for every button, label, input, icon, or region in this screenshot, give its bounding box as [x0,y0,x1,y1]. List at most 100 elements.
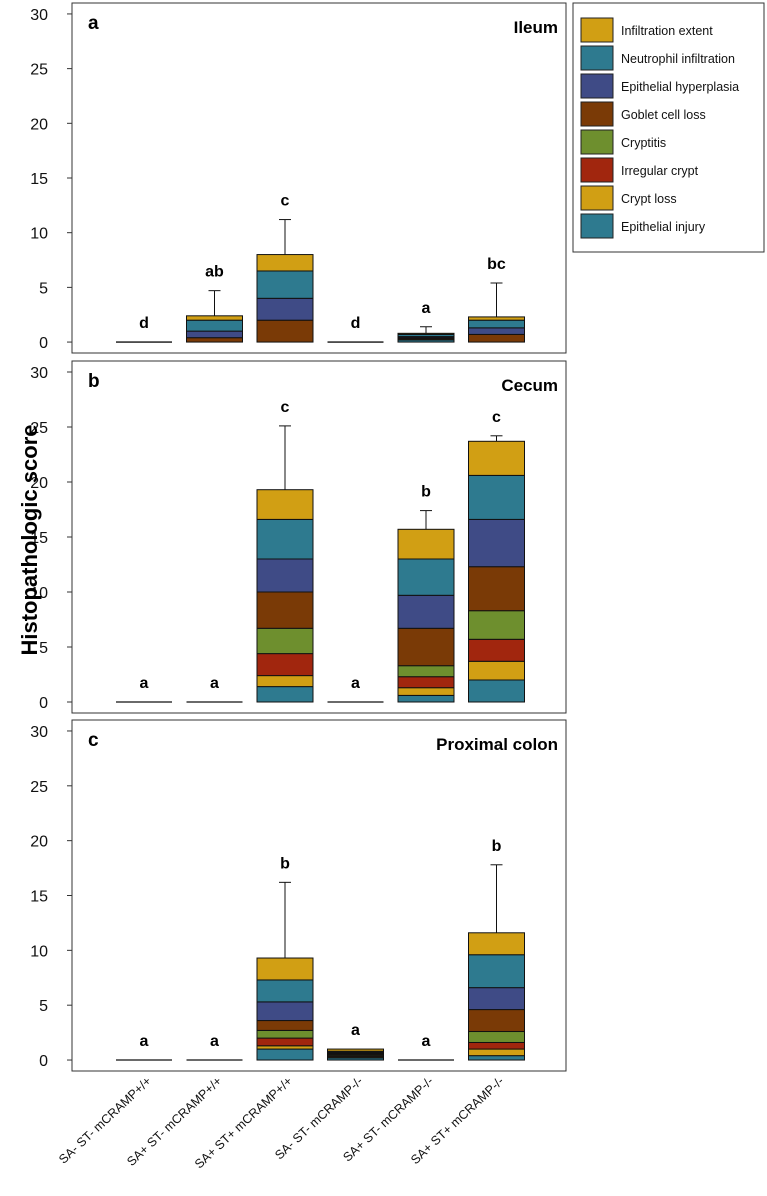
bar-segment-goblet-cell-loss [256,319,314,343]
significance-letter: a [351,1022,360,1039]
bar-segment-infiltration-extent [468,440,525,476]
bar-segment-infiltration-extent [468,316,525,321]
bar-segment-epithelial-hyperplasia [468,987,525,1011]
panel-title: Cecum [501,376,558,395]
bar-segment-crypt-loss [468,1048,525,1057]
bar-6: bc [468,256,525,343]
bar-segment-cryptitis [468,610,525,640]
bar-segment-infiltration-extent [468,932,525,956]
bar-segment-cryptitis [256,1029,314,1039]
bar-1: d [116,315,172,343]
bar-segment-infiltration-extent [256,957,314,981]
bar-segment-epithelial-injury [397,694,455,703]
y-tick-label: 0 [39,695,48,712]
legend-label: Goblet cell loss [621,108,706,122]
legend-swatch [580,213,614,239]
bar-segment-neutrophil-infiltration [256,979,314,1003]
significance-letter: c [281,399,290,416]
legend-label: Crypt loss [621,192,677,206]
bar-segment-goblet-cell-loss [397,627,455,667]
bar-3: c [256,193,314,343]
bar-segment-epithelial-hyperplasia [186,330,243,339]
y-tick-label: 10 [30,226,48,243]
legend-label: Epithelial injury [621,220,706,234]
significance-letter: a [422,1033,431,1050]
legend-swatch [580,129,614,155]
y-tick-label: 0 [39,1053,48,1070]
legend-swatch [580,101,614,127]
bar-5: b [397,484,455,703]
bar-segment-cryptitis [397,665,455,678]
y-tick-label: 30 [30,7,48,24]
y-tick-label: 20 [30,475,48,492]
bar-segment-irregular-crypt [256,653,314,677]
y-tick-label: 10 [30,943,48,960]
bar-4: a [327,675,384,703]
y-tick-label: 10 [30,585,48,602]
panel-title: Proximal colon [436,735,558,754]
bar-segment-neutrophil-infiltration [468,474,525,520]
bar-segment-epithelial-hyperplasia [256,297,314,321]
bar-segment-epithelial-hyperplasia [468,518,525,568]
y-tick-label: 5 [39,280,48,297]
bar-segment-infiltration-extent [186,315,243,321]
bar-segment-goblet-cell-loss [468,1009,525,1033]
bar-segment-neutrophil-infiltration [468,954,525,989]
bar-3: b [256,855,314,1061]
bar-segment-epithelial-injury [256,1048,314,1061]
panel-frame [71,2,567,354]
significance-letter: b [421,484,431,501]
y-tick-label: 25 [30,62,48,79]
bar-segment-epithelial-injury [468,1055,525,1061]
bar-segment-irregular-crypt [397,676,455,689]
bar-segment-infiltration-extent [256,254,314,272]
bar-segment-irregular-crypt [468,1041,525,1050]
bar-segment-epithelial-hyperplasia [256,558,314,593]
y-tick-label: 20 [30,834,48,851]
bar-6: b [468,838,525,1061]
bar-3: c [256,399,314,703]
bar-segment-goblet-cell-loss [256,1020,314,1031]
bar-6: c [468,409,525,703]
legend-swatch [580,45,614,71]
bar-2: a [186,1033,243,1061]
legend-label: Irregular crypt [621,164,699,178]
bar-2: a [186,675,243,703]
significance-letter: d [351,315,361,332]
legend-label: Infiltration extent [621,24,713,38]
y-tick-label: 15 [30,171,48,188]
bar-segment-goblet-cell-loss [186,337,243,343]
bar-segment-cryptitis [256,627,314,655]
panel-title: Ileum [514,18,558,37]
legend-swatch [580,73,614,99]
significance-letter: bc [487,256,506,273]
bar-segment-epithelial-hyperplasia [468,327,525,335]
legend-swatch [580,157,614,183]
significance-letter: d [139,315,149,332]
bar-5: a [397,300,455,343]
y-axis-label: Histopathologic score [17,424,42,655]
bar-segment-irregular-crypt [256,1037,314,1047]
y-tick-label: 30 [30,724,48,741]
bar-segment-neutrophil-infiltration [397,558,455,596]
bar-segment-crypt-loss [256,675,314,688]
bar-segment-goblet-cell-loss [256,591,314,629]
significance-letter: ab [205,264,224,281]
bar-segment-epithelial-hyperplasia [256,1001,314,1022]
significance-letter: b [280,855,290,872]
y-tick-label: 20 [30,116,48,133]
y-tick-label: 0 [39,335,48,352]
legend-label: Cryptitis [621,136,666,150]
y-tick-label: 15 [30,530,48,547]
bar-segment-infiltration-extent [397,528,455,560]
panel-c: 0 5 10 15 20 25 30 c Proximal colon a a b a a b [30,719,567,1072]
panel-letter: b [88,371,100,392]
significance-letter: c [281,193,290,210]
legend-label: Neutrophil infiltration [621,52,735,66]
panel-letter: c [88,730,99,751]
significance-letter: a [210,1033,219,1050]
bar-segment-goblet-cell-loss [468,333,525,343]
bar-segment-goblet-cell-loss [468,566,525,612]
y-tick-label: 15 [30,889,48,906]
